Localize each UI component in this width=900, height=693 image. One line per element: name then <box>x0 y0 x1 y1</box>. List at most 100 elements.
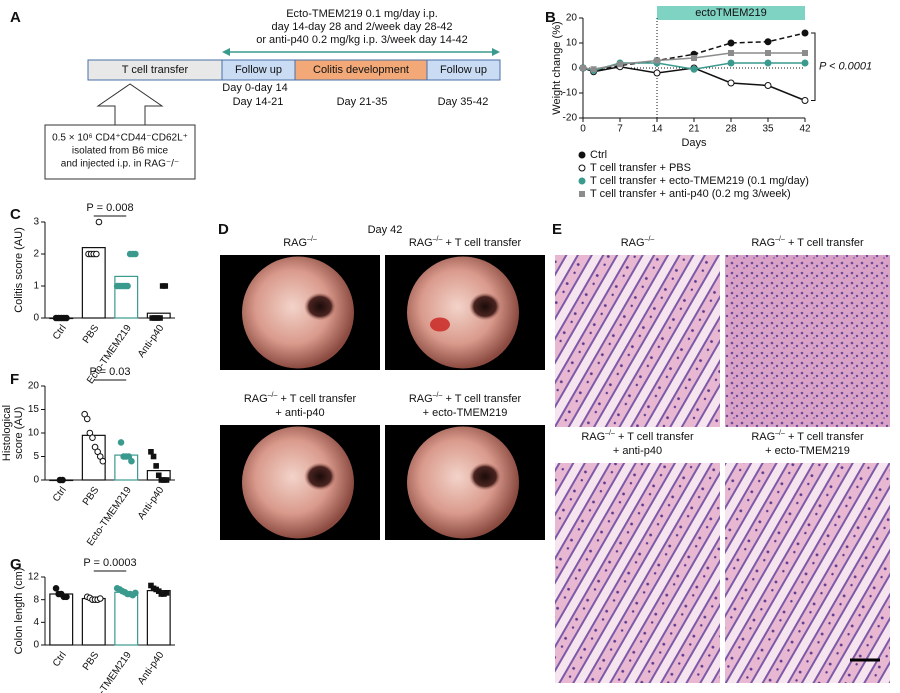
panel-label: + ecto-TMEM219 <box>765 445 850 457</box>
treatment-text: day 14-day 28 and 2/week day 28-42 <box>271 21 452 33</box>
label-part: + anti-p40 <box>613 445 662 457</box>
y-tick-label: 0 <box>571 63 577 74</box>
label-part: + T cell transfer <box>785 431 864 443</box>
label-part: + ecto-TMEM219 <box>423 407 508 419</box>
data-point <box>99 457 107 465</box>
data-point <box>132 589 139 597</box>
data-point <box>163 477 170 483</box>
bleeding <box>430 317 450 332</box>
panel-label: RAG–/– <box>283 236 317 249</box>
y-tick-label: 12 <box>28 572 40 583</box>
data-point <box>801 59 809 67</box>
data-point <box>59 476 66 484</box>
cells-text: and injected i.p. in RAG⁻/⁻ <box>61 159 179 170</box>
label-part: –/– <box>605 430 615 437</box>
x-tick-label: 14 <box>651 124 663 135</box>
label-part: –/– <box>645 236 655 243</box>
label-part: –/– <box>268 392 278 399</box>
panel-label: + ecto-TMEM219 <box>423 407 508 419</box>
phase-label: Follow up <box>440 64 487 76</box>
panel-label: + anti-p40 <box>613 445 662 457</box>
label-part: + T cell transfer <box>442 237 521 249</box>
y-tick-label: 20 <box>28 381 40 392</box>
histology-image <box>725 463 890 683</box>
histology-image <box>555 255 720 427</box>
y-axis-label: Colon length (cm) <box>13 568 25 655</box>
label-part: RAG <box>409 237 433 249</box>
y-tick-label: 5 <box>33 451 39 462</box>
data-point <box>578 164 586 172</box>
data-point <box>155 472 162 479</box>
data-point <box>578 177 586 185</box>
label-part: RAG <box>751 431 775 443</box>
y-axis-label: Weight change (%) <box>551 21 563 114</box>
label-part: + T cell transfer <box>785 237 864 249</box>
data-point <box>654 57 660 64</box>
y-tick-label: 8 <box>33 594 39 605</box>
x-axis-label: Days <box>681 137 707 149</box>
bar <box>49 593 74 646</box>
data-point <box>155 588 162 594</box>
up-arrow <box>96 83 164 126</box>
legend-label: T cell transfer + anti-p40 (0.2 mg 3/wee… <box>590 188 791 200</box>
day-label: Day 0-day 14 <box>222 82 287 94</box>
endoscopy-title: Day 42 <box>368 224 403 236</box>
y-tick-label: 10 <box>566 38 578 49</box>
y-tick-label: 15 <box>28 404 40 415</box>
x-tick-label: 21 <box>688 124 700 135</box>
y-axis-label: score (AU) <box>13 407 25 460</box>
data-point <box>727 79 735 87</box>
endoscopy-lumen <box>242 256 354 369</box>
data-point <box>580 65 586 71</box>
endoscopy-hole <box>469 462 501 491</box>
panel-letter: B <box>545 9 556 26</box>
phase-label: Follow up <box>235 64 282 76</box>
panel-label: RAG–/– + T cell transfer <box>751 430 864 443</box>
x-tick-label: 28 <box>725 124 737 135</box>
data-point <box>52 585 60 592</box>
day-label: Day 35-42 <box>438 96 489 108</box>
y-tick-label: -20 <box>563 113 578 124</box>
data-point <box>617 61 623 68</box>
x-tick-label: 42 <box>799 124 811 135</box>
data-point <box>764 59 772 67</box>
p-bracket <box>811 32 816 101</box>
x-tick-label: PBS <box>81 485 102 508</box>
series-line <box>582 65 806 102</box>
label-part: RAG <box>409 393 433 405</box>
label-part: –/– <box>307 236 317 243</box>
y-tick-label: 0 <box>33 640 39 651</box>
bar <box>81 247 106 319</box>
label-part: RAG <box>283 237 307 249</box>
y-tick-label: -10 <box>563 88 578 99</box>
bar <box>114 275 139 319</box>
data-point <box>727 59 735 67</box>
x-tick-label: Ctrl <box>51 485 69 504</box>
y-tick-label: 20 <box>566 13 578 24</box>
x-tick-label: Anti-p40 <box>136 485 167 522</box>
x-tick-label: PBS <box>81 650 102 673</box>
label-part: –/– <box>775 430 785 437</box>
endoscopy-hole <box>469 292 501 321</box>
data-point <box>578 151 586 159</box>
data-point <box>63 314 70 322</box>
data-point <box>764 82 772 89</box>
data-point <box>157 315 163 321</box>
x-tick-label: 7 <box>617 124 623 135</box>
label-part: –/– <box>433 236 443 243</box>
endoscopy-lumen <box>407 256 519 369</box>
legend-label: T cell transfer + ecto-TMEM219 (0.1 mg/d… <box>590 175 809 187</box>
day-label: Day 14-21 <box>233 96 284 108</box>
p-value: P < 0.0001 <box>819 61 872 73</box>
data-point <box>132 250 139 258</box>
panel-letter: C <box>10 206 21 223</box>
legend-label: Ctrl <box>590 149 607 161</box>
y-axis-label: Colitis score (AU) <box>13 227 25 313</box>
data-point <box>691 55 697 61</box>
endoscopy-hole <box>304 462 336 491</box>
data-point <box>764 38 772 46</box>
panel-label: RAG–/– + T cell transfer <box>409 236 522 249</box>
y-axis-label: Histological <box>1 405 13 461</box>
p-value: P = 0.0003 <box>83 557 136 569</box>
data-point <box>95 218 103 226</box>
